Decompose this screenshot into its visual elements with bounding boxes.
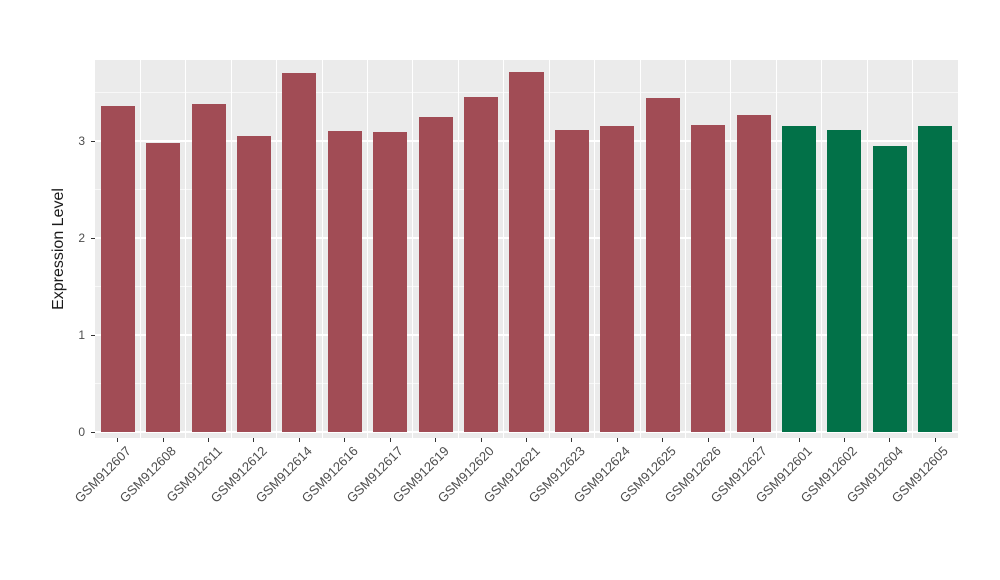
gridline-vertical — [367, 60, 369, 438]
bar — [600, 126, 635, 432]
x-tick-mark — [344, 438, 346, 442]
gridline-vertical — [730, 60, 732, 438]
x-tick-mark — [889, 438, 891, 442]
gridline-vertical — [412, 60, 414, 438]
bar — [645, 98, 680, 432]
x-tick-label: GSM912604 — [843, 443, 906, 506]
bar — [282, 73, 317, 432]
gridline-vertical — [548, 60, 550, 438]
bar — [509, 72, 544, 432]
x-tick-label: GSM912608 — [116, 443, 180, 506]
x-tick-mark — [298, 438, 300, 442]
x-tick-mark — [707, 438, 709, 442]
x-tick-label: GSM912624 — [571, 443, 634, 506]
gridline-vertical — [775, 60, 777, 438]
y-tick-label: 0 — [78, 425, 85, 439]
x-tick-mark — [208, 438, 210, 442]
x-tick-label: GSM912621 — [480, 443, 543, 506]
bar — [191, 104, 226, 432]
x-tick-label: GSM912619 — [389, 443, 452, 506]
x-tick-mark — [162, 438, 164, 442]
x-tick-label: GSM912616 — [298, 443, 361, 506]
gridline-vertical — [866, 60, 868, 438]
gridline-vertical — [457, 60, 459, 438]
bar — [736, 114, 771, 432]
x-tick-label: GSM912601 — [752, 443, 815, 506]
gridline-vertical — [503, 60, 505, 438]
x-tick-mark — [480, 438, 482, 442]
x-tick-label: GSM912617 — [343, 443, 407, 506]
x-tick-label: GSM912620 — [434, 443, 497, 506]
x-tick-label: GSM912605 — [888, 443, 952, 506]
x-tick-mark — [616, 438, 618, 442]
gridline-vertical — [594, 60, 596, 438]
bar — [373, 132, 408, 432]
gridline-vertical — [821, 60, 823, 438]
x-tick-label: GSM912607 — [71, 443, 134, 506]
bar — [464, 97, 499, 432]
x-tick-mark — [662, 438, 664, 442]
bar — [781, 126, 817, 432]
bar — [236, 136, 271, 432]
x-tick-label: GSM912611 — [162, 443, 225, 505]
bar — [827, 130, 862, 432]
x-tick-mark — [934, 438, 936, 442]
bar — [872, 145, 907, 432]
bar — [327, 131, 362, 432]
x-tick-label: GSM912602 — [798, 443, 861, 506]
x-tick-mark — [435, 438, 437, 442]
x-tick-mark — [571, 438, 573, 442]
gridline-vertical — [185, 60, 187, 438]
x-tick-label: GSM912626 — [661, 443, 725, 506]
bar — [918, 126, 953, 432]
bar — [691, 125, 726, 432]
x-tick-label: GSM912627 — [707, 443, 770, 506]
gridline-vertical — [230, 60, 232, 438]
x-tick-label: GSM912612 — [207, 443, 270, 506]
y-tick-label: 1 — [78, 328, 85, 342]
x-tick-mark — [253, 438, 255, 442]
x-tick-mark — [117, 438, 119, 442]
x-tick-mark — [753, 438, 755, 442]
y-axis-title: Expression Level — [50, 188, 67, 310]
gridline-vertical — [912, 60, 914, 438]
gridline-vertical — [321, 60, 323, 438]
bar — [146, 142, 181, 432]
gridline-vertical — [139, 60, 141, 438]
x-tick-label: GSM912623 — [525, 443, 588, 506]
y-tick-label: 3 — [78, 134, 85, 148]
x-tick-mark — [526, 438, 527, 442]
gridline-vertical — [639, 60, 641, 438]
gridline-major-y — [95, 431, 958, 433]
x-tick-mark — [798, 438, 800, 442]
x-tick-label: GSM912614 — [253, 443, 316, 506]
bar — [100, 106, 135, 432]
plot-panel — [95, 60, 958, 438]
x-tick-mark — [389, 438, 391, 442]
gridline-vertical — [276, 60, 278, 438]
gridline-vertical — [684, 60, 686, 438]
bar — [418, 116, 453, 432]
bar — [554, 130, 589, 432]
x-tick-mark — [843, 438, 845, 442]
x-tick-label: GSM912625 — [616, 443, 679, 506]
